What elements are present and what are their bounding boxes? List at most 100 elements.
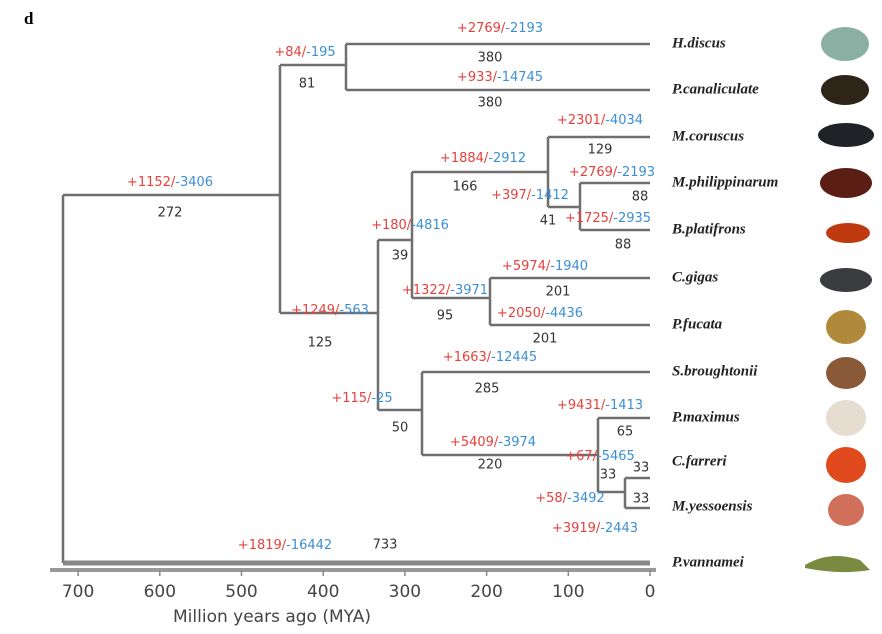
branch-time: 380 bbox=[478, 96, 503, 111]
branch-time: 733 bbox=[373, 538, 398, 553]
taxon-name: C.gigas bbox=[672, 269, 718, 285]
taxon-name: M.yessoensis bbox=[671, 498, 753, 514]
gain: +58/ bbox=[535, 491, 567, 506]
loss: -4816 bbox=[411, 218, 449, 233]
gain: +1819/ bbox=[238, 538, 287, 553]
gain: +3919/ bbox=[552, 521, 601, 536]
loss: -5465 bbox=[597, 449, 635, 464]
loss: -1413 bbox=[605, 398, 643, 413]
gain-loss-label: +84/-195 bbox=[274, 45, 335, 60]
branch-time: 272 bbox=[158, 206, 183, 221]
loss: -3971 bbox=[450, 283, 488, 298]
gain: +9431/ bbox=[557, 398, 606, 413]
loss: -2443 bbox=[600, 521, 638, 536]
gain: +5409/ bbox=[450, 435, 499, 450]
gain-loss-label: +1819/-16442 bbox=[238, 538, 332, 553]
gain-loss-label: +5974/-1940 bbox=[502, 259, 588, 274]
loss: -1412 bbox=[531, 188, 569, 203]
branch-time: 33 bbox=[600, 468, 617, 483]
x-tick-label: 100 bbox=[552, 582, 584, 602]
taxon-name: P.vannamei bbox=[672, 554, 745, 570]
x-tick-label: 0 bbox=[645, 582, 656, 602]
loss: -14745 bbox=[497, 70, 543, 85]
loss: -2912 bbox=[488, 151, 526, 166]
taxon-name: C.farreri bbox=[672, 453, 727, 469]
branch-time: 50 bbox=[392, 421, 409, 436]
taxon-name: S.broughtonii bbox=[672, 363, 758, 379]
x-tick-label: 600 bbox=[144, 582, 176, 602]
loss: -1940 bbox=[550, 259, 588, 274]
gain: +67/ bbox=[565, 449, 597, 464]
loss: -195 bbox=[306, 45, 336, 60]
gain-loss-label: +933/-14745 bbox=[457, 70, 543, 85]
loss: -4034 bbox=[605, 113, 643, 128]
gain: +2050/ bbox=[497, 306, 546, 321]
branch-time: 33 bbox=[633, 492, 650, 507]
x-tick-label: 300 bbox=[389, 582, 421, 602]
loss: -3974 bbox=[498, 435, 536, 450]
loss: -4436 bbox=[545, 306, 583, 321]
taxon-name: M.coruscus bbox=[671, 128, 744, 144]
branch-time: 201 bbox=[546, 285, 571, 300]
x-tick-label: 700 bbox=[62, 582, 94, 602]
branch-time: 166 bbox=[453, 180, 478, 195]
branch-time: 95 bbox=[437, 309, 454, 324]
gain: +1725/ bbox=[565, 211, 614, 226]
taxon-name: P.canaliculate bbox=[672, 81, 759, 97]
gain: +2769/ bbox=[569, 165, 618, 180]
gain: +2769/ bbox=[457, 21, 506, 36]
branch-time: 81 bbox=[299, 77, 316, 92]
branch-time: 65 bbox=[617, 425, 634, 440]
loss: -3406 bbox=[175, 175, 213, 190]
gain-loss-label: +115/-25 bbox=[331, 391, 392, 406]
gain: +933/ bbox=[457, 70, 498, 85]
gain-loss-label: +5409/-3974 bbox=[450, 435, 536, 450]
x-tick-label: 500 bbox=[225, 582, 257, 602]
gain-loss-label: +1152/-3406 bbox=[127, 175, 213, 190]
taxon-name: M.philippinarum bbox=[671, 174, 778, 190]
branch-time: 201 bbox=[533, 332, 558, 347]
x-tick-label: 200 bbox=[470, 582, 502, 602]
gain: +5974/ bbox=[502, 259, 551, 274]
loss: -2935 bbox=[613, 211, 651, 226]
gain: +2301/ bbox=[557, 113, 606, 128]
gain: +1249/ bbox=[291, 303, 340, 318]
gain-loss-label: +2050/-4436 bbox=[497, 306, 583, 321]
gain-loss-label: +58/-3492 bbox=[535, 491, 605, 506]
gain-loss-label: +9431/-1413 bbox=[557, 398, 643, 413]
gain: +1663/ bbox=[443, 350, 492, 365]
branch-time: 285 bbox=[475, 382, 500, 397]
gain-loss-label: +1322/-3971 bbox=[402, 283, 488, 298]
branch-time: 380 bbox=[478, 51, 503, 66]
gain-loss-label: +1725/-2935 bbox=[565, 211, 651, 226]
loss: -3492 bbox=[567, 491, 605, 506]
loss: -25 bbox=[371, 391, 392, 406]
branch-time: 220 bbox=[478, 458, 503, 473]
gain-loss-label: +2769/-2193 bbox=[457, 21, 543, 36]
x-tick-label: 400 bbox=[307, 582, 339, 602]
gain-loss-label: +2769/-2193 bbox=[569, 165, 655, 180]
branch-time: 129 bbox=[588, 143, 613, 158]
gain-loss-label: +180/-4816 bbox=[371, 218, 449, 233]
gain: +1322/ bbox=[402, 283, 451, 298]
gain-loss-label: +397/-1412 bbox=[491, 188, 569, 203]
loss: -563 bbox=[339, 303, 369, 318]
gain: +180/ bbox=[371, 218, 412, 233]
gain-loss-label: +1884/-2912 bbox=[440, 151, 526, 166]
gain-loss-label: +67/-5465 bbox=[565, 449, 635, 464]
gain: +115/ bbox=[331, 391, 372, 406]
taxon-name: H.discus bbox=[671, 35, 726, 51]
branch-time: 33 bbox=[633, 461, 650, 476]
loss: -16442 bbox=[286, 538, 332, 553]
panel-label: d bbox=[24, 9, 34, 28]
branch-time: 125 bbox=[308, 336, 333, 351]
branch-time: 88 bbox=[632, 190, 649, 205]
gain: +84/ bbox=[274, 45, 306, 60]
x-axis-title: Million years ago (MYA) bbox=[173, 607, 371, 627]
loss: -12445 bbox=[491, 350, 537, 365]
gain-loss-label: +1663/-12445 bbox=[443, 350, 537, 365]
gain-loss-label: +2301/-4034 bbox=[557, 113, 643, 128]
gain: +397/ bbox=[491, 188, 532, 203]
loss: -2193 bbox=[505, 21, 543, 36]
taxon-name: P.maximus bbox=[672, 409, 740, 425]
